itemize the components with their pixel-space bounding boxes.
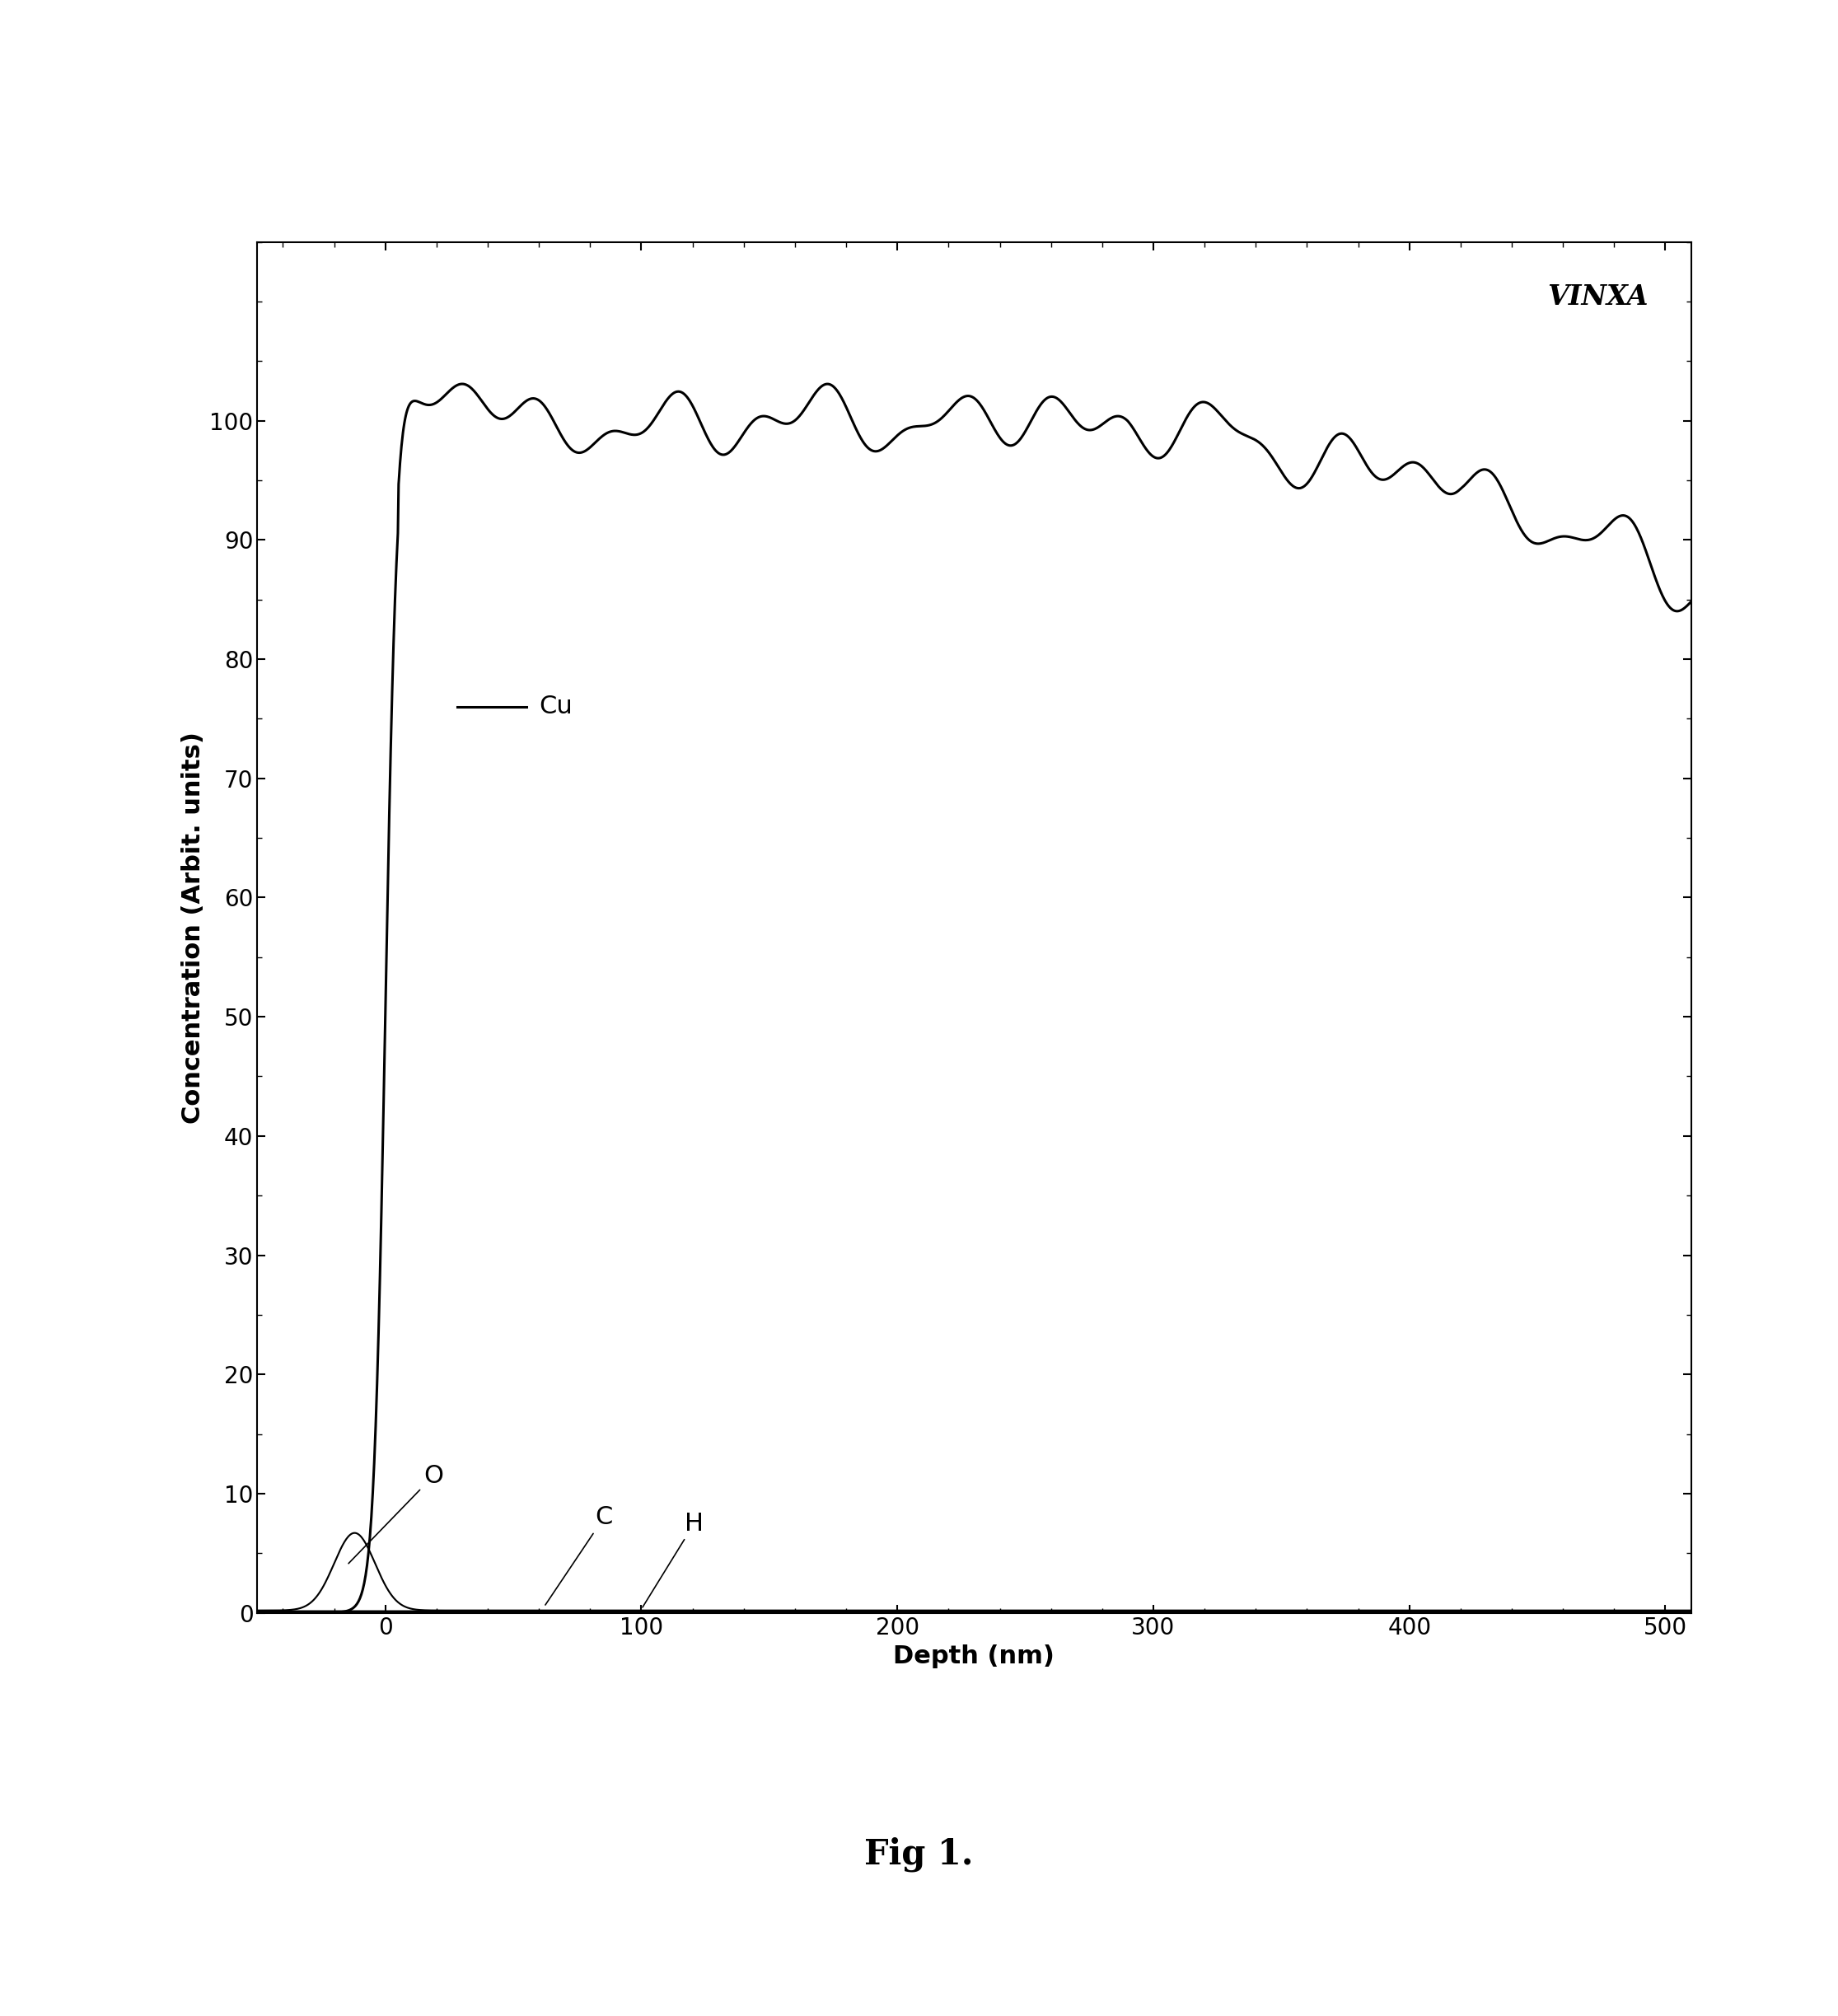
Text: Fig 1.: Fig 1. bbox=[864, 1837, 974, 1873]
Text: VINXA: VINXA bbox=[1548, 282, 1649, 310]
Text: H: H bbox=[643, 1512, 704, 1607]
Y-axis label: Concentration (Arbit. units): Concentration (Arbit. units) bbox=[182, 732, 206, 1123]
X-axis label: Depth (nm): Depth (nm) bbox=[893, 1645, 1055, 1669]
Text: O: O bbox=[349, 1464, 443, 1564]
Text: C: C bbox=[546, 1506, 612, 1605]
Text: Cu: Cu bbox=[539, 696, 572, 720]
